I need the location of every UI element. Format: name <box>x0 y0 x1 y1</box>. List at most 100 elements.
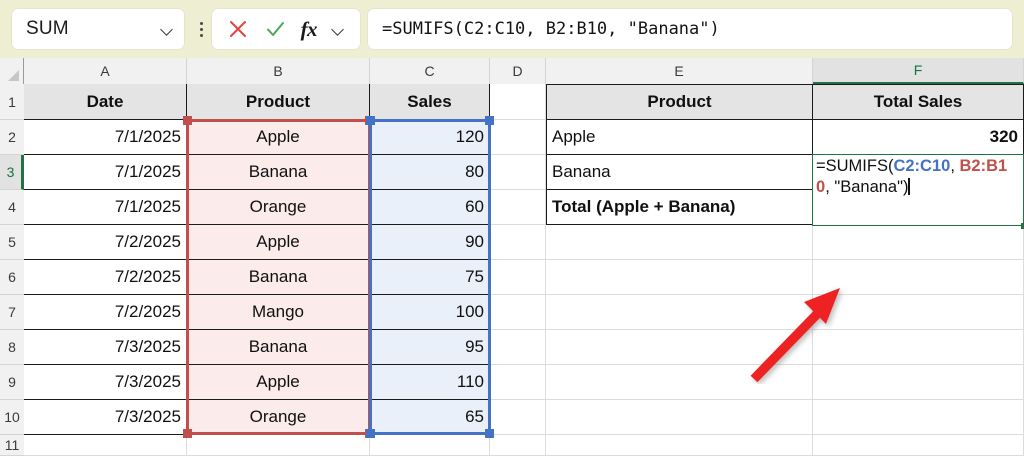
cell-e1[interactable]: Product <box>546 84 813 120</box>
cell-a7[interactable]: 7/2/2025 <box>24 295 187 330</box>
row-header-2[interactable]: 2 <box>0 120 24 155</box>
cell-d2[interactable] <box>490 120 546 155</box>
row-header-9[interactable]: 9 <box>0 365 24 400</box>
row-header-1[interactable]: 1 <box>0 84 24 120</box>
cell-f7[interactable] <box>813 295 1024 330</box>
cell-c2[interactable]: 120 <box>370 120 490 155</box>
cell-e8[interactable] <box>546 330 813 365</box>
cell-d11[interactable] <box>490 435 546 456</box>
cell-e9[interactable] <box>546 365 813 400</box>
cell-d5[interactable] <box>490 225 546 260</box>
cell-d4[interactable] <box>490 190 546 225</box>
cell-c5[interactable]: 90 <box>370 225 490 260</box>
formula-action-group: fx <box>212 9 360 49</box>
cell-c7[interactable]: 100 <box>370 295 490 330</box>
cell-f1[interactable]: Total Sales <box>813 84 1024 120</box>
more-options-icon[interactable] <box>190 9 212 49</box>
cell-c10[interactable]: 65 <box>370 400 490 435</box>
cell-b3[interactable]: Banana <box>187 155 370 190</box>
cell-e10[interactable] <box>546 400 813 435</box>
cell-f2[interactable]: 320 <box>813 120 1024 155</box>
row-header-4[interactable]: 4 <box>0 190 24 225</box>
cell-a10[interactable]: 7/3/2025 <box>24 400 187 435</box>
formula-segment-function: =SUMIFS( <box>816 157 894 175</box>
formula-segment-sum-range: C2:C10 <box>893 157 951 175</box>
insert-function-icon[interactable]: fx <box>300 16 318 41</box>
cell-b6[interactable]: Banana <box>187 260 370 295</box>
column-header-c[interactable]: C <box>370 58 490 84</box>
cell-c3[interactable]: 80 <box>370 155 490 190</box>
cell-b4[interactable]: Orange <box>187 190 370 225</box>
cell-c4[interactable]: 60 <box>370 190 490 225</box>
cell-a3[interactable]: 7/1/2025 <box>24 155 187 190</box>
cell-c8[interactable]: 95 <box>370 330 490 365</box>
cell-a5[interactable]: 7/2/2025 <box>24 225 187 260</box>
cell-a4[interactable]: 7/1/2025 <box>24 190 187 225</box>
fill-handle[interactable] <box>1021 223 1024 229</box>
cell-d6[interactable] <box>490 260 546 295</box>
cell-e11[interactable] <box>546 435 813 456</box>
cell-a6[interactable]: 7/2/2025 <box>24 260 187 295</box>
chevron-down-icon[interactable] <box>332 25 345 33</box>
kebab-dot <box>199 33 203 37</box>
cell-e5[interactable] <box>546 225 813 260</box>
cell-b1[interactable]: Product <box>187 84 370 120</box>
name-box[interactable]: SUM <box>12 9 184 49</box>
cell-f8[interactable] <box>813 330 1024 365</box>
text-caret <box>908 178 910 195</box>
cell-f9[interactable] <box>813 365 1024 400</box>
cell-c1[interactable]: Sales <box>370 84 490 120</box>
column-header-a[interactable]: A <box>24 58 187 84</box>
cell-d1[interactable] <box>490 84 546 120</box>
column-headers: A B C D E F <box>0 58 1024 84</box>
row-header-7[interactable]: 7 <box>0 295 24 330</box>
cell-f10[interactable] <box>813 400 1024 435</box>
chevron-down-icon[interactable] <box>161 25 174 33</box>
row-header-8[interactable]: 8 <box>0 330 24 365</box>
cell-b10[interactable]: Orange <box>187 400 370 435</box>
cell-b9[interactable]: Apple <box>187 365 370 400</box>
cell-e7[interactable] <box>546 295 813 330</box>
cell-d8[interactable] <box>490 330 546 365</box>
cell-a8[interactable]: 7/3/2025 <box>24 330 187 365</box>
cell-d9[interactable] <box>490 365 546 400</box>
column-header-f[interactable]: F <box>813 58 1024 84</box>
select-all-corner[interactable] <box>0 58 24 84</box>
cell-e6[interactable] <box>546 260 813 295</box>
cell-c9[interactable]: 110 <box>370 365 490 400</box>
cell-b11[interactable] <box>187 435 370 456</box>
column-header-d[interactable]: D <box>490 58 546 84</box>
cell-formula-editor[interactable]: =SUMIFS(C2:C10, B2:B10, "Banana") <box>812 154 1024 226</box>
cell-b8[interactable]: Banana <box>187 330 370 365</box>
row-header-10[interactable]: 10 <box>0 400 24 435</box>
cell-e2[interactable]: Apple <box>546 120 813 155</box>
row-header-3[interactable]: 3 <box>0 155 24 190</box>
cell-f6[interactable] <box>813 260 1024 295</box>
cell-a9[interactable]: 7/3/2025 <box>24 365 187 400</box>
cell-b7[interactable]: Mango <box>187 295 370 330</box>
confirm-check-icon[interactable] <box>264 18 286 40</box>
cell-b2[interactable]: Apple <box>187 120 370 155</box>
row-header-6[interactable]: 6 <box>0 260 24 295</box>
cell-b5[interactable]: Apple <box>187 225 370 260</box>
cell-d10[interactable] <box>490 400 546 435</box>
cell-d3[interactable] <box>490 155 546 190</box>
cell-e3[interactable]: Banana <box>546 155 813 190</box>
row-headers: 1 2 3 4 5 6 7 8 9 10 11 <box>0 84 24 456</box>
cancel-x-icon[interactable] <box>227 18 249 40</box>
cell-f11[interactable] <box>813 435 1024 456</box>
row-header-11[interactable]: 11 <box>0 435 24 456</box>
cell-a1[interactable]: Date <box>24 84 187 120</box>
cell-e4[interactable]: Total (Apple + Banana) <box>546 190 813 225</box>
cell-a11[interactable] <box>24 435 187 456</box>
formula-segment-criteria: , "Banana") <box>825 178 909 196</box>
cell-d7[interactable] <box>490 295 546 330</box>
row-header-5[interactable]: 5 <box>0 225 24 260</box>
column-header-b[interactable]: B <box>187 58 370 84</box>
formula-input[interactable]: =SUMIFS(C2:C10, B2:B10, "Banana") <box>368 9 1012 49</box>
cell-f5[interactable] <box>813 225 1024 260</box>
column-header-e[interactable]: E <box>546 58 813 84</box>
cell-c11[interactable] <box>370 435 490 456</box>
cell-c6[interactable]: 75 <box>370 260 490 295</box>
cell-a2[interactable]: 7/1/2025 <box>24 120 187 155</box>
